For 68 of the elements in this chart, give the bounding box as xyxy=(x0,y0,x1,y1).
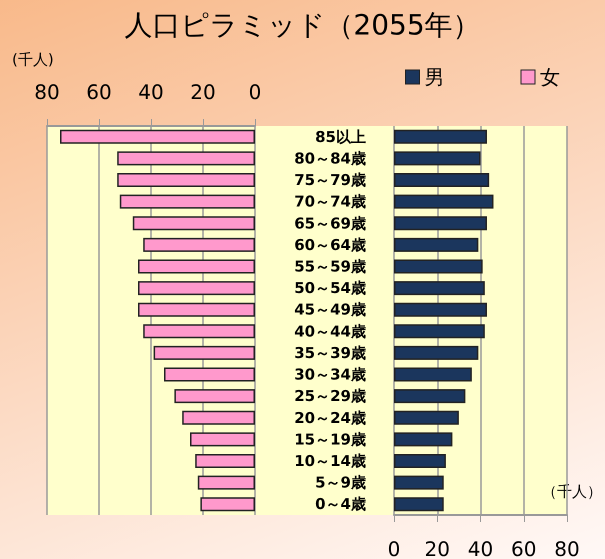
bar xyxy=(138,281,255,296)
x-tick-label: 0 xyxy=(388,537,400,559)
y-tick-label: 80～84歳 xyxy=(294,149,366,168)
y-tick-label: 0～4歳 xyxy=(315,495,366,514)
y-tick-label: 70～74歳 xyxy=(294,192,366,211)
x-tick-label: 20 xyxy=(424,537,450,559)
y-tick-label: 35～39歳 xyxy=(294,344,366,362)
bar xyxy=(198,476,255,490)
bar xyxy=(394,194,494,209)
bar xyxy=(154,346,255,360)
y-tick-label: 40～44歳 xyxy=(294,322,366,340)
x-tick-label: 80 xyxy=(34,80,60,104)
bar xyxy=(394,130,487,144)
bar xyxy=(394,302,487,317)
bar xyxy=(143,238,255,252)
bar xyxy=(164,368,255,382)
x-tick-label: 40 xyxy=(138,80,164,104)
y-tick-label: 85以上 xyxy=(315,128,366,146)
y-tick-label: 10～14歳 xyxy=(294,452,366,470)
bar xyxy=(394,324,485,338)
bar xyxy=(394,476,444,490)
y-tick-label: 55～59歳 xyxy=(294,257,366,276)
x-tick-label: 60 xyxy=(511,537,536,559)
bar xyxy=(394,346,478,360)
y-tick-label: 65～69歳 xyxy=(294,214,366,232)
bar xyxy=(195,454,255,468)
y-tick-label: 50～54歳 xyxy=(294,279,366,298)
legend-label: 男 xyxy=(424,65,444,89)
x-tick-label: 20 xyxy=(190,80,216,104)
bar xyxy=(394,216,487,230)
bar xyxy=(190,432,255,446)
bar xyxy=(394,454,446,468)
bar xyxy=(394,497,444,512)
bar xyxy=(138,302,255,317)
bar xyxy=(394,389,466,404)
x-axis-title: (千人) xyxy=(12,50,54,68)
bar xyxy=(200,497,255,512)
x-tick-label: 40 xyxy=(468,537,494,559)
y-tick-label: 25～29歳 xyxy=(294,387,366,406)
bar xyxy=(394,259,483,274)
bar xyxy=(60,130,255,144)
bar xyxy=(394,173,490,188)
legend-label: 女 xyxy=(540,65,560,89)
y-tick-label: 20～24歳 xyxy=(294,408,366,427)
bar xyxy=(394,432,452,446)
y-tick-label: 75～79歳 xyxy=(294,171,366,190)
y-tick-label: 15～19歳 xyxy=(294,430,366,448)
bar xyxy=(117,173,255,188)
bar xyxy=(394,281,485,296)
x-tick-label: 60 xyxy=(86,80,112,104)
bar xyxy=(143,324,255,338)
x-tick-label: 0 xyxy=(248,80,262,104)
bar xyxy=(394,151,480,166)
bar xyxy=(132,216,255,230)
bar xyxy=(394,410,459,425)
bar xyxy=(138,259,255,274)
bar xyxy=(117,151,255,166)
bar xyxy=(120,194,255,209)
bar xyxy=(394,368,472,382)
y-tick-label: 30～34歳 xyxy=(294,366,366,384)
chart-title: 人口ピラミッド（2055年） xyxy=(124,8,481,42)
x-tick-label: 80 xyxy=(554,537,580,559)
bar xyxy=(394,238,478,252)
y-tick-label: 5～9歳 xyxy=(315,474,366,492)
bar xyxy=(182,410,255,425)
bar xyxy=(174,389,255,404)
y-tick-label: 45～49歳 xyxy=(294,300,366,319)
y-tick-label: 60～64歳 xyxy=(294,236,366,254)
